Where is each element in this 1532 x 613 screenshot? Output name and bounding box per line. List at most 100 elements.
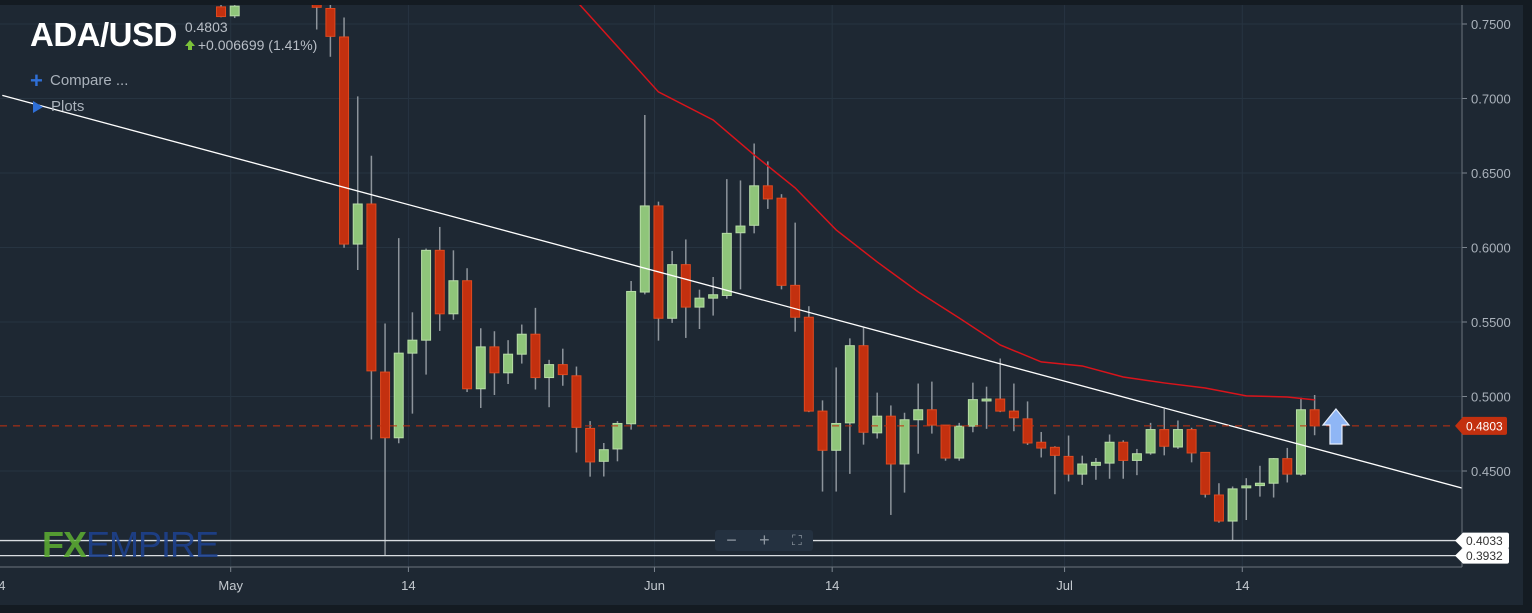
candle-body-down <box>462 280 473 390</box>
candle-body-down <box>1282 458 1293 475</box>
candle-body-up <box>1145 429 1156 454</box>
candle <box>1022 401 1033 445</box>
candle-body-down <box>311 5 322 8</box>
candle <box>516 324 527 364</box>
candle <box>544 359 555 408</box>
candle <box>421 248 432 375</box>
candle <box>1049 446 1060 495</box>
candle-body-up <box>1090 461 1101 466</box>
candle-body-down <box>1159 429 1170 447</box>
candle-body-up <box>393 352 404 439</box>
candle <box>585 421 596 477</box>
candle-body-up <box>667 264 678 319</box>
plus-icon[interactable]: + <box>759 530 770 550</box>
candle <box>1159 408 1170 456</box>
candle <box>1268 458 1279 498</box>
candle <box>366 155 377 440</box>
candle <box>653 201 664 341</box>
candle <box>393 238 404 444</box>
level-price-label: 0.3932 <box>1466 549 1503 563</box>
candle <box>216 5 227 18</box>
candle <box>735 180 746 290</box>
candle-body-down <box>1213 494 1224 522</box>
candle-body-down <box>858 345 869 433</box>
logo-empire: EMPIRE <box>86 524 219 565</box>
candle-body-down <box>1186 429 1197 454</box>
candle-body-up <box>721 232 732 296</box>
x-tick-label: Jun <box>644 578 665 593</box>
candle-body-up <box>1227 488 1238 522</box>
candle-body-up <box>844 345 855 424</box>
zoom-controls: − + ⛶ <box>715 530 813 551</box>
candle <box>831 367 842 492</box>
x-tick-label: 14 <box>825 578 839 593</box>
candle-body-up <box>1241 485 1252 489</box>
candle-body-down <box>339 36 350 245</box>
candle-body-up <box>407 339 418 354</box>
candle <box>1295 397 1306 476</box>
candle <box>1090 458 1101 480</box>
candle <box>680 239 691 338</box>
candle-body-up <box>872 415 883 434</box>
plots-label: Plots <box>51 98 85 115</box>
candle-body-down <box>1118 441 1129 461</box>
plot-area[interactable] <box>0 0 1465 556</box>
logo-fx: FX <box>42 524 87 565</box>
candle <box>1213 483 1224 523</box>
candle-body-down <box>216 6 227 18</box>
last-price-tag <box>1455 416 1507 435</box>
fxempire-logo: FXEMPIRE <box>42 524 219 566</box>
candle <box>872 392 883 439</box>
candle <box>1131 448 1142 476</box>
compare-label: Compare ... <box>50 72 129 89</box>
candle <box>967 382 978 433</box>
candle <box>448 250 459 320</box>
compare-button[interactable]: + Compare ... <box>30 67 129 93</box>
candle <box>1077 455 1088 485</box>
candle-body-down <box>995 398 1006 412</box>
level-price-label: 0.4033 <box>1466 534 1503 548</box>
candle <box>762 161 773 209</box>
y-tick-label: 0.6500 <box>1471 166 1511 181</box>
y-tick-label: 0.5500 <box>1471 315 1511 330</box>
candle <box>1254 465 1265 497</box>
plus-icon: + <box>30 67 43 93</box>
candle-body-up <box>1172 429 1183 448</box>
candle <box>557 348 568 386</box>
x-tick-label: 14 <box>1235 578 1249 593</box>
candle-body-up <box>981 398 992 402</box>
candle-body-down <box>325 8 336 37</box>
minus-icon[interactable]: − <box>726 530 737 550</box>
x-tick-label: May <box>218 578 243 593</box>
candle-body-up <box>475 346 486 390</box>
fullscreen-icon[interactable]: ⛶ <box>791 532 802 548</box>
candle-body-down <box>380 371 391 439</box>
candle <box>694 289 705 330</box>
candle-body-down <box>366 203 377 372</box>
candle <box>749 143 760 234</box>
candle-body-down <box>557 364 568 376</box>
last-price: 0.4803 <box>184 19 228 35</box>
candle <box>1145 422 1156 455</box>
candle-body-down <box>885 415 896 465</box>
up-arrow-icon <box>1321 408 1351 445</box>
candle-body-down <box>1049 446 1060 456</box>
candle <box>639 115 650 295</box>
candle <box>954 422 965 461</box>
candle-body-up <box>598 449 609 462</box>
candle-body-down <box>1200 451 1211 495</box>
candle <box>325 5 336 57</box>
candle-body-up <box>694 297 705 308</box>
candle-body-up <box>967 399 978 427</box>
candle <box>1241 478 1252 521</box>
moving-average-line <box>579 5 1315 401</box>
candle <box>407 312 418 414</box>
candle <box>462 268 473 393</box>
candle <box>475 328 486 408</box>
plots-button[interactable]: Plots <box>30 98 84 115</box>
trendline <box>2 94 1462 489</box>
candle <box>598 442 609 477</box>
chart-background <box>0 5 1523 605</box>
candle-body-down <box>585 427 596 463</box>
